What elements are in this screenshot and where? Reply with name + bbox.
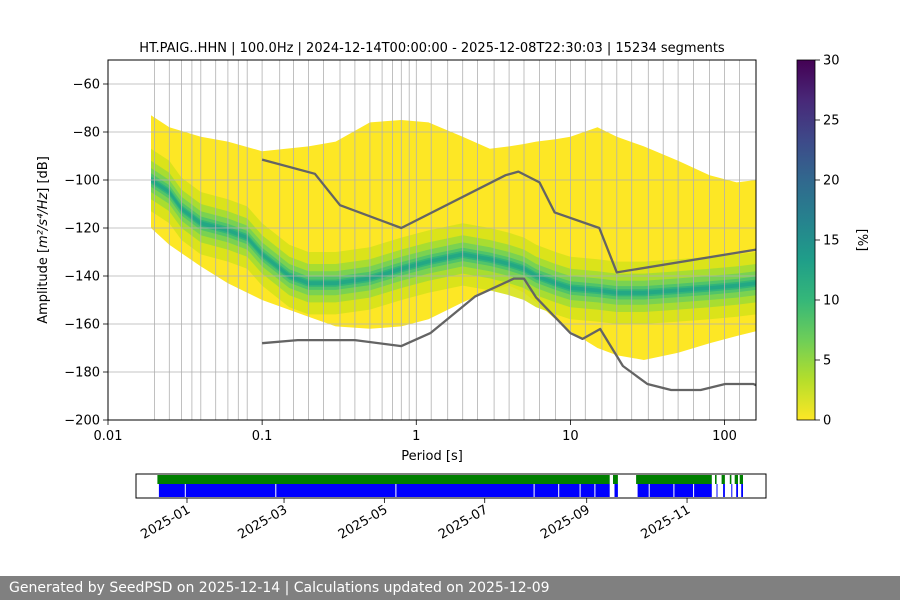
data-available-bar [157,475,610,484]
data-processed-bar [614,484,618,497]
y-axis-label-unit: m²/s⁴/Hz [36,192,51,248]
timeline-ticks: 2025-01 2025-03 2025-05 2025-07 2025-09 2025-… [138,498,693,543]
timeline-tick-label: 2025-01 [138,502,193,542]
colorbar: 0 5 10 15 20 25 30 [%] [796,54,869,429]
timeline-tick-label: 2025-11 [638,502,693,542]
data-processed-bar [158,484,610,497]
chart-title: HT.PAIG..HHN | 100.0Hz | 2024-12-14T00:0… [139,41,725,56]
noise-model-layer [261,158,757,392]
psd-plot-area [107,59,757,421]
timeline-tick-label: 2025-07 [436,502,491,542]
y-axis-label-tail: ] [dB] [36,156,51,193]
x-axis-label: Period [s] [401,449,463,464]
y-tick-label: −60 [73,78,100,93]
colorbar-tick-label: 30 [823,54,840,69]
colorbar-tick-label: 20 [823,174,840,189]
x-tick-label: 1 [412,429,420,444]
x-tick-label: 10 [562,429,579,444]
plot-frame [107,59,757,421]
data-available-bar [739,475,743,484]
data-available-bar [729,475,732,484]
data-available-bar [613,475,618,484]
psd-density-band-3 [151,168,756,305]
colorbar-tick-label: 15 [823,234,840,249]
data-processed-bar [741,484,743,497]
y-axis-ticks: −60 −80 −100 −120 −140 −160 −180 −200 [64,78,108,429]
colorbar-ticks: 0 5 10 15 20 25 30 [815,54,840,429]
data-processed-bar [731,484,733,497]
timeline-frame [135,473,767,499]
colorbar-gradient [796,59,816,421]
data-available-bar [734,475,738,484]
data-processed-bar [723,484,725,497]
figure: HT.PAIG..HHN | 100.0Hz | 2024-12-14T00:0… [36,41,869,543]
y-tick-label: −100 [64,174,100,189]
timeline-tick-label: 2025-05 [336,502,391,542]
y-tick-label: −180 [64,366,100,381]
x-tick-label: 0.01 [94,429,123,444]
colorbar-tick-label: 25 [823,114,840,129]
x-tick-label: 100 [712,429,737,444]
timeline-tick-label: 2025-09 [538,502,593,542]
colorbar-tick-label: 10 [823,294,840,309]
nlnm-curve [262,277,757,392]
footer-text: Generated by SeedPSD on 2025-12-14 | Cal… [9,580,550,596]
y-tick-label: −140 [64,270,100,285]
data-available-bar [715,475,717,484]
colorbar-label: [%] [854,229,869,252]
footer-bar: Generated by SeedPSD on 2025-12-14 | Cal… [0,576,900,600]
x-axis-ticks: 0.01 0.1 1 10 100 [94,420,737,444]
data-availability-timeline: 2025-01 2025-03 2025-05 2025-07 2025-09 2025-… [135,473,767,543]
nhnm-curve [261,158,757,274]
data-available-bar [721,475,725,484]
data-processed-bar [716,484,718,497]
y-axis-label: Amplitude [m²/s⁴/Hz] [dB] [36,156,51,324]
y-tick-label: −200 [64,414,100,429]
y-tick-label: −80 [73,126,100,141]
data-processed-bar [736,484,738,497]
availability-bars [157,475,743,497]
colorbar-tick-label: 0 [823,414,831,429]
period-gridlines [153,60,740,420]
psd-density-layer [151,115,756,360]
x-tick-label: 0.1 [252,429,273,444]
y-tick-label: −160 [64,318,100,333]
colorbar-tick-label: 5 [823,354,831,369]
timeline-tick-label: 2025-03 [235,502,290,542]
y-axis-label-main: Amplitude [ [36,248,51,324]
y-tick-label: −120 [64,222,100,237]
data-available-bar [636,475,712,484]
